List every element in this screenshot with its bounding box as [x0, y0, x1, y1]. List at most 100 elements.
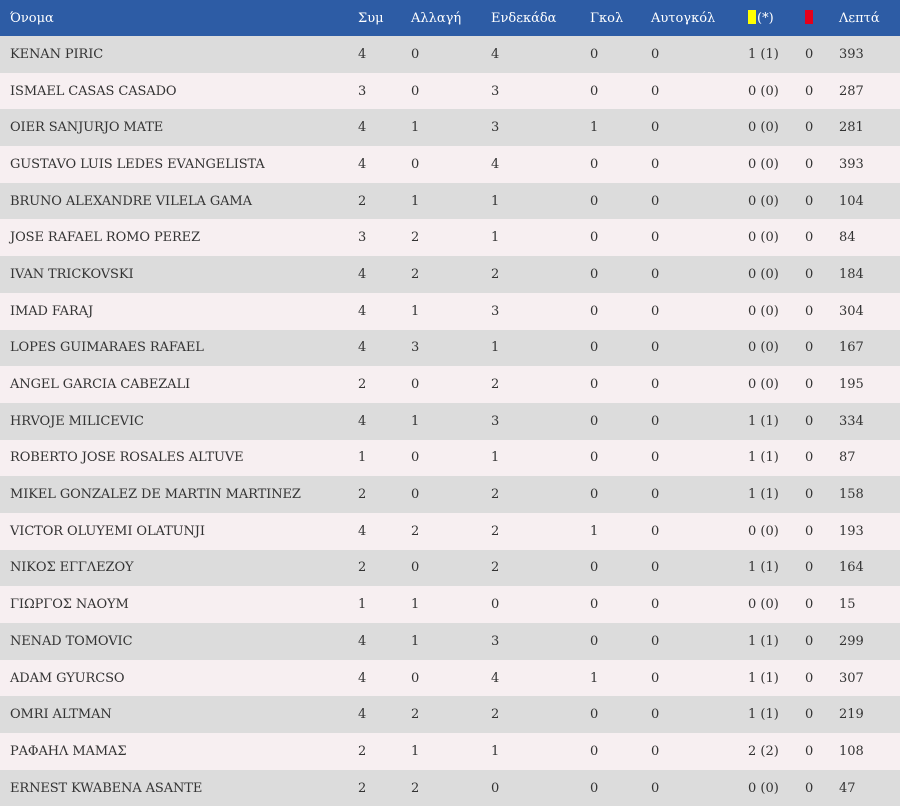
goals-cell: 0 — [590, 597, 599, 613]
header-goals[interactable]: Γκολ — [590, 10, 624, 26]
player-name-cell: IVAN TRICKOVSKI — [10, 266, 134, 282]
red-cards-cell: 0 — [805, 413, 814, 429]
starting-eleven-cell: 2 — [491, 377, 500, 393]
yellow-cards-cell: 1 (1) — [748, 450, 779, 466]
starting-eleven-cell: 1 — [491, 450, 500, 466]
minutes-cell: 195 — [839, 377, 864, 393]
goals-cell: 0 — [590, 230, 599, 246]
minutes-cell: 287 — [839, 83, 864, 99]
table-row: ΓΙΩΡΓΟΣ ΝΑΟΥΜ 1 1 0 0 0 0 (0) 0 15 — [0, 586, 900, 623]
goals-cell: 1 — [590, 120, 599, 136]
appearances-cell: 2 — [358, 780, 367, 796]
appearances-cell: 4 — [358, 266, 367, 282]
starting-eleven-cell: 0 — [491, 780, 500, 796]
red-cards-cell: 0 — [805, 193, 814, 209]
table-header-row: Όνομα Συμ Αλλαγή Ενδεκάδα Γκολ Αυτογκόλ … — [0, 0, 900, 36]
header-yellow-cards[interactable]: (*) — [748, 0, 805, 36]
yellow-cards-cell: 1 (1) — [748, 707, 779, 723]
yellow-cards-cell: 1 (1) — [748, 670, 779, 686]
own-goals-cell: 0 — [651, 523, 660, 539]
appearances-cell: 4 — [358, 670, 367, 686]
yellow-cards-cell: 0 (0) — [748, 597, 779, 613]
minutes-cell: 87 — [839, 450, 856, 466]
appearances-cell: 4 — [358, 120, 367, 136]
appearances-cell: 4 — [358, 707, 367, 723]
starting-eleven-cell: 2 — [491, 523, 500, 539]
minutes-cell: 108 — [839, 743, 864, 759]
substitute-cell: 3 — [411, 340, 420, 356]
red-cards-cell: 0 — [805, 156, 814, 172]
table-row: NENAD TOMOVIC 4 1 3 0 0 1 (1) 0 299 — [0, 623, 900, 660]
red-cards-cell: 0 — [805, 707, 814, 723]
yellow-cards-cell: 0 (0) — [748, 340, 779, 356]
header-substitute[interactable]: Αλλαγή — [411, 10, 462, 26]
own-goals-cell: 0 — [651, 560, 660, 576]
minutes-cell: 193 — [839, 523, 864, 539]
red-card-icon — [805, 10, 813, 24]
appearances-cell: 4 — [358, 156, 367, 172]
header-appearances[interactable]: Συμ — [358, 10, 384, 26]
table-row: OMRI ALTMAN 4 2 2 0 0 1 (1) 0 219 — [0, 696, 900, 734]
starting-eleven-cell: 0 — [491, 597, 500, 613]
starting-eleven-cell: 4 — [491, 156, 500, 172]
own-goals-cell: 0 — [651, 670, 660, 686]
red-cards-cell: 0 — [805, 670, 814, 686]
player-name-cell: ΡΑΦΑΗΛ ΜΑΜΑΣ — [10, 743, 127, 759]
starting-eleven-cell: 1 — [491, 340, 500, 356]
substitute-cell: 0 — [411, 670, 420, 686]
goals-cell: 0 — [590, 377, 599, 393]
goals-cell: 0 — [590, 266, 599, 282]
starting-eleven-cell: 2 — [491, 707, 500, 723]
table-row: JOSE RAFAEL ROMO PEREZ 3 2 1 0 0 0 (0) 0 84 — [0, 219, 900, 257]
player-name-cell: LOPES GUIMARAES RAFAEL — [10, 340, 204, 356]
table-row: ROBERTO JOSE ROSALES ALTUVE 1 0 1 0 0 1 (1) 0 87 — [0, 439, 900, 477]
player-name-cell: GUSTAVO LUIS LEDES EVANGELISTA — [10, 156, 265, 172]
substitute-cell: 1 — [411, 193, 420, 209]
goals-cell: 0 — [590, 487, 599, 503]
table-row: ΡΑΦΑΗΛ ΜΑΜΑΣ 2 1 1 0 0 2 (2) 0 108 — [0, 733, 900, 770]
starting-eleven-cell: 3 — [491, 633, 500, 649]
appearances-cell: 4 — [358, 633, 367, 649]
yellow-card-icon — [748, 10, 756, 24]
minutes-cell: 219 — [839, 707, 864, 723]
table-row: OIER SANJURJO MATE 4 1 3 1 0 0 (0) 0 281 — [0, 109, 900, 147]
header-starting-eleven[interactable]: Ενδεκάδα — [491, 10, 557, 26]
minutes-cell: 393 — [839, 46, 864, 62]
red-cards-cell: 0 — [805, 230, 814, 246]
red-cards-cell: 0 — [805, 303, 814, 319]
minutes-cell: 167 — [839, 340, 864, 356]
table-row: LOPES GUIMARAES RAFAEL 4 3 1 0 0 0 (0) 0 167 — [0, 329, 900, 367]
appearances-cell: 1 — [358, 450, 367, 466]
substitute-cell: 1 — [411, 597, 420, 613]
table-row: MIKEL GONZALEZ DE MARTIN MARTINEZ 2 0 2 0 0 1 … — [0, 476, 900, 513]
yellow-cards-cell: 1 (1) — [748, 413, 779, 429]
goals-cell: 0 — [590, 83, 599, 99]
player-name-cell: OIER SANJURJO MATE — [10, 120, 164, 136]
own-goals-cell: 0 — [651, 83, 660, 99]
appearances-cell: 4 — [358, 303, 367, 319]
appearances-cell: 2 — [358, 377, 367, 393]
own-goals-cell: 0 — [651, 743, 660, 759]
own-goals-cell: 0 — [651, 303, 660, 319]
table-row: ERNEST KWABENA ASANTE 2 2 0 0 0 0 (0) 0 47 — [0, 769, 900, 806]
red-cards-cell: 0 — [805, 743, 814, 759]
header-red-cards[interactable] — [805, 0, 839, 36]
player-name-cell: HRVOJE MILICEVIC — [10, 413, 144, 429]
goals-cell: 0 — [590, 303, 599, 319]
goals-cell: 0 — [590, 780, 599, 796]
header-name[interactable]: Όνομα — [10, 10, 54, 26]
substitute-cell: 2 — [411, 780, 420, 796]
appearances-cell: 2 — [358, 487, 367, 503]
starting-eleven-cell: 1 — [491, 743, 500, 759]
player-name-cell: ANGEL GARCIA CABEZALI — [10, 377, 191, 393]
own-goals-cell: 0 — [651, 413, 660, 429]
goals-cell: 0 — [590, 707, 599, 723]
red-cards-cell: 0 — [805, 340, 814, 356]
red-cards-cell: 0 — [805, 46, 814, 62]
yellow-cards-cell: 0 (0) — [748, 780, 779, 796]
header-own-goals[interactable]: Αυτογκόλ — [651, 10, 716, 26]
header-minutes[interactable]: Λεπτά — [839, 10, 880, 26]
own-goals-cell: 0 — [651, 230, 660, 246]
player-name-cell: ΝΙΚΟΣ ΕΓΓΛΕΖΟΥ — [10, 560, 134, 576]
red-cards-cell: 0 — [805, 266, 814, 282]
